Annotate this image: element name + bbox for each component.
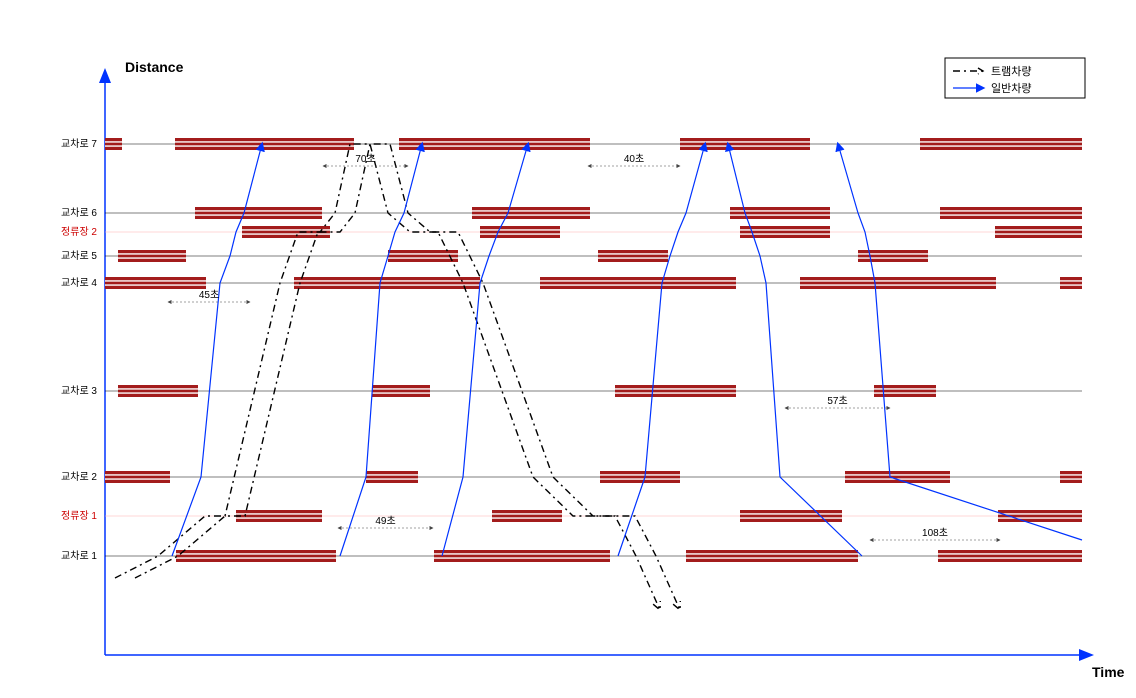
signal-bar: [434, 550, 610, 562]
signal-bar: [858, 250, 928, 262]
row-label: 교차로 3: [61, 385, 97, 397]
signal-bar: [105, 138, 122, 150]
signal-bar: [1060, 471, 1082, 483]
x-axis-label: Time: [1092, 664, 1125, 680]
general-path: [340, 144, 422, 556]
signal-bar: [940, 207, 1082, 219]
signal-bar: [118, 250, 186, 262]
signal-bar: [540, 277, 736, 289]
signal-bar: [176, 550, 336, 562]
row-label: 교차로 5: [61, 250, 97, 262]
signal-bar: [492, 510, 562, 522]
signal-bar: [686, 550, 858, 562]
dim-label: 40초: [624, 153, 644, 165]
signal-bar: [598, 250, 668, 262]
row-label: 교차로 1: [61, 550, 97, 562]
signal-bar: [800, 277, 996, 289]
signal-bar: [845, 471, 950, 483]
time-space-diagram: Distance Time 교차로 7 교차로 6 정류장 2 교차로 5 교차로 4 교차로…: [0, 0, 1136, 698]
row-label: 교차로 7: [61, 138, 97, 150]
dim-label: 108초: [922, 527, 948, 539]
signal-bar: [1060, 277, 1082, 289]
signal-bar: [600, 471, 680, 483]
dim-label: 57초: [827, 395, 847, 407]
signal-bar: [480, 226, 560, 238]
signal-bar: [366, 471, 418, 483]
y-axis-label: Distance: [125, 59, 184, 75]
signal-bar: [399, 138, 590, 150]
general-path: [172, 144, 262, 556]
signal-bar: [236, 510, 322, 522]
signal-bar: [105, 471, 170, 483]
row-label: 교차로 6: [61, 207, 97, 219]
signal-bar: [472, 207, 590, 219]
signal-bar: [740, 510, 842, 522]
signal-bar: [680, 138, 810, 150]
signal-bar: [938, 550, 1082, 562]
signal-bar: [615, 385, 736, 397]
general-path: [728, 144, 862, 556]
row-label: 교차로 2: [61, 471, 97, 483]
row-label: 정류장 2: [61, 226, 97, 238]
dim-label: 49초: [375, 515, 395, 527]
signal-bar: [372, 385, 430, 397]
dim-label: 45초: [199, 289, 219, 301]
dim-label: 70초: [355, 153, 375, 165]
signal-bar: [388, 250, 458, 262]
signal-bar: [920, 138, 1082, 150]
legend-label: 일반차량: [991, 81, 1031, 95]
signal-bar: [118, 385, 198, 397]
signal-bar: [995, 226, 1082, 238]
signal-bar: [294, 277, 480, 289]
general-path: [618, 144, 705, 556]
legend-label: 트램차량: [991, 65, 1031, 78]
signal-bar: [175, 138, 354, 150]
signal-bar: [195, 207, 322, 219]
general-path: [442, 144, 528, 556]
signal-bar: [105, 277, 206, 289]
row-label: 교차로 4: [61, 277, 97, 289]
row-label: 정류장 1: [61, 510, 97, 522]
